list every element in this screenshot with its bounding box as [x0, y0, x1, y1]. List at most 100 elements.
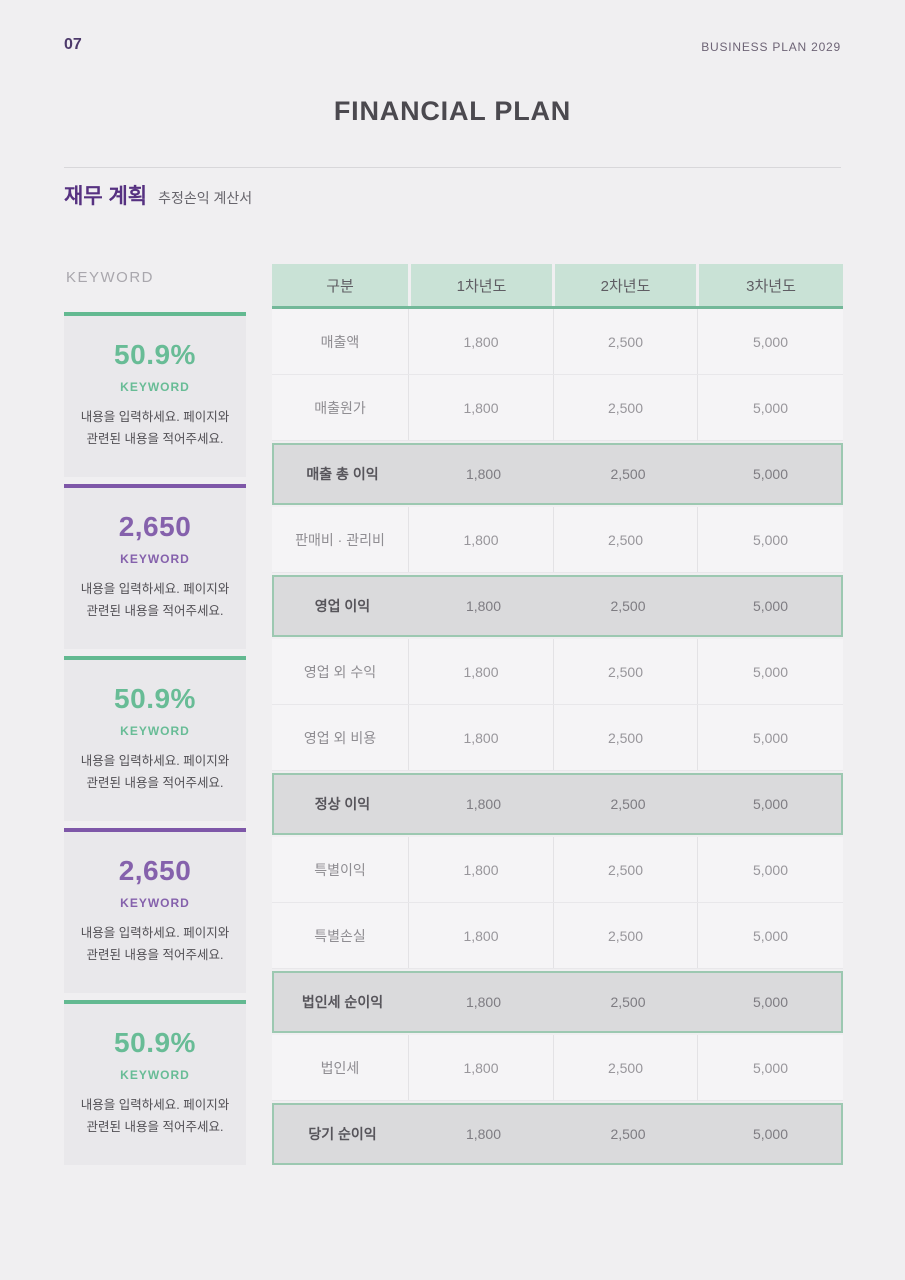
row-value-year1: 1,800: [465, 796, 502, 812]
table-row: 영업 이익 1,800 2,500 5,000: [272, 575, 843, 637]
row-value-year2: 2,500: [554, 309, 698, 374]
table-header-cell: 구분: [272, 264, 408, 306]
keyword-card-description: 내용을 입력하세요. 페이지와 관련된 내용을 적어주세요.: [81, 407, 229, 451]
row-value-year2: 2,500: [554, 837, 698, 902]
keyword-card-label: KEYWORD: [120, 1068, 190, 1082]
keyword-card-description-line2: 관련된 내용을 적어주세요.: [86, 947, 224, 962]
keyword-card-description-line2: 관련된 내용을 적어주세요.: [86, 431, 224, 446]
row-value-year2: 2,500: [554, 1035, 698, 1100]
page-number: 07: [64, 36, 82, 53]
row-label: 판매비 · 관리비: [272, 507, 409, 572]
keyword-card-label: KEYWORD: [120, 724, 190, 738]
row-label: 법인세: [272, 1035, 409, 1100]
row-value-year1: 1,800: [465, 598, 502, 614]
table-header-cell: 2차년도: [555, 264, 696, 306]
row-value-year3: 5,000: [752, 861, 789, 878]
keyword-card-description: 내용을 입력하세요. 페이지와 관련된 내용을 적어주세요.: [81, 1095, 229, 1139]
section-heading-group: 재무 계획 추정손익 계산서: [64, 180, 252, 210]
keyword-card: 50.9% KEYWORD 내용을 입력하세요. 페이지와 관련된 내용을 적어…: [64, 1000, 246, 1165]
row-value-year1: 1,800: [409, 309, 554, 374]
keyword-card-description-line1: 내용을 입력하세요. 페이지와: [80, 926, 230, 940]
keyword-card-description-line1: 내용을 입력하세요. 페이지와: [80, 1098, 230, 1112]
row-label: 특별손실: [272, 903, 409, 968]
row-value-year1: 1,800: [465, 466, 502, 482]
keyword-card-description-line2: 관련된 내용을 적어주세요.: [86, 603, 224, 618]
keyword-card-label: KEYWORD: [120, 896, 190, 910]
row-value-year1: 1,800: [465, 1126, 502, 1142]
row-value-year3: 5,000: [752, 1126, 789, 1142]
row-label: 영업 외 수익: [272, 639, 409, 704]
table-header-row: 구분 1차년도 2차년도 3차년도: [272, 264, 843, 309]
keyword-card: 2,650 KEYWORD 내용을 입력하세요. 페이지와 관련된 내용을 적어…: [64, 828, 246, 993]
row-value-year1: 1,800: [409, 837, 554, 902]
keyword-card-description-line1: 내용을 입력하세요. 페이지와: [80, 582, 230, 596]
table-row: 매출 총 이익 1,800 2,500 5,000: [272, 443, 843, 505]
table-row: 영업 외 수익 1,800 2,500 5,000: [272, 639, 843, 705]
row-value-year2: 2,500: [610, 994, 646, 1010]
row-value-year2: 2,500: [610, 796, 646, 812]
keyword-card-description-line1: 내용을 입력하세요. 페이지와: [80, 410, 230, 424]
row-value-year1: 1,800: [409, 903, 554, 968]
row-value-year3: 5,000: [752, 994, 789, 1010]
row-value-year2: 2,500: [554, 375, 698, 440]
keyword-card-value: 50.9%: [114, 683, 196, 714]
row-value-year3: 5,000: [752, 333, 789, 350]
keyword-card-value: 2,650: [118, 511, 192, 542]
row-value-year3: 5,000: [752, 399, 789, 416]
row-label: 법인세 순이익: [301, 994, 384, 1010]
row-value-year2: 2,500: [554, 507, 698, 572]
row-value-year1: 1,800: [409, 639, 554, 704]
table-row: 매출원가 1,800 2,500 5,000: [272, 375, 843, 441]
section-subheading: 추정손익 계산서: [158, 190, 253, 206]
sidebar-title: KEYWORD: [66, 269, 155, 286]
row-value-year1: 1,800: [409, 507, 554, 572]
row-value-year1: 1,800: [409, 705, 554, 770]
row-value-year1: 1,800: [409, 1035, 554, 1100]
section-divider: [64, 167, 841, 168]
row-value-year3: 5,000: [752, 531, 789, 548]
table-row: 법인세 1,800 2,500 5,000: [272, 1035, 843, 1101]
row-label: 특별이익: [272, 837, 409, 902]
section-heading: 재무 계획: [64, 185, 148, 208]
row-label: 영업 외 비용: [272, 705, 409, 770]
keyword-card-value: 50.9%: [114, 1027, 196, 1058]
keyword-card: 50.9% KEYWORD 내용을 입력하세요. 페이지와 관련된 내용을 적어…: [64, 656, 246, 821]
keyword-card: 2,650 KEYWORD 내용을 입력하세요. 페이지와 관련된 내용을 적어…: [64, 484, 246, 649]
keyword-card-label: KEYWORD: [120, 552, 190, 566]
table-row: 당기 순이익 1,800 2,500 5,000: [272, 1103, 843, 1165]
financial-table: 구분 1차년도 2차년도 3차년도 매출액 1,800 2,500 5,000 매출원…: [272, 264, 843, 1167]
keyword-card-value: 2,650: [118, 855, 192, 886]
row-value-year3: 5,000: [752, 729, 789, 746]
row-value-year2: 2,500: [610, 466, 646, 482]
keyword-card-description: 내용을 입력하세요. 페이지와 관련된 내용을 적어주세요.: [81, 751, 229, 795]
table-row: 특별손실 1,800 2,500 5,000: [272, 903, 843, 969]
header-right-label: BUSINESS PLAN 2029: [701, 40, 841, 54]
row-value-year3: 5,000: [752, 1059, 789, 1076]
row-value-year1: 1,800: [465, 994, 502, 1010]
row-value-year3: 5,000: [752, 796, 789, 812]
row-label: 정상 이익: [314, 796, 371, 812]
keyword-card-description: 내용을 입력하세요. 페이지와 관련된 내용을 적어주세요.: [81, 923, 229, 967]
row-label: 매출 총 이익: [306, 466, 379, 482]
row-label: 당기 순이익: [308, 1126, 377, 1142]
table-row: 정상 이익 1,800 2,500 5,000: [272, 773, 843, 835]
keyword-card-description-line1: 내용을 입력하세요. 페이지와: [80, 754, 230, 768]
row-value-year2: 2,500: [554, 705, 698, 770]
keyword-card-value: 50.9%: [114, 339, 196, 370]
keyword-card-description-line2: 관련된 내용을 적어주세요.: [86, 775, 224, 790]
table-row: 영업 외 비용 1,800 2,500 5,000: [272, 705, 843, 771]
table-row: 특별이익 1,800 2,500 5,000: [272, 837, 843, 903]
keyword-card: 50.9% KEYWORD 내용을 입력하세요. 페이지와 관련된 내용을 적어…: [64, 312, 246, 477]
table-header-cell: 1차년도: [411, 264, 552, 306]
row-label: 매출원가: [272, 375, 409, 440]
keyword-card-label: KEYWORD: [120, 380, 190, 394]
page-title: FINANCIAL PLAN: [333, 96, 572, 126]
row-value-year3: 5,000: [752, 663, 789, 680]
table-row: 법인세 순이익 1,800 2,500 5,000: [272, 971, 843, 1033]
table-row: 매출액 1,800 2,500 5,000: [272, 309, 843, 375]
row-value-year2: 2,500: [554, 639, 698, 704]
row-value-year1: 1,800: [409, 375, 554, 440]
row-value-year2: 2,500: [610, 1126, 646, 1142]
row-label: 영업 이익: [314, 598, 371, 614]
